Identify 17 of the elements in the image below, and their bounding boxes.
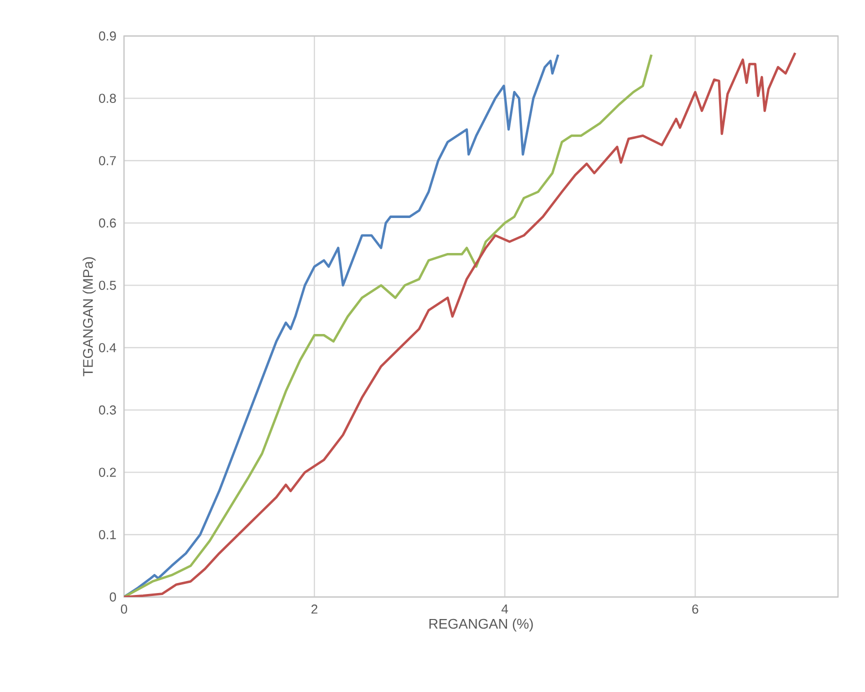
y-tick-label: 0 (110, 592, 116, 602)
y-tick-label: 0.6 (98, 218, 116, 228)
line-series (124, 53, 653, 597)
y-tick-label: 0.7 (98, 156, 116, 166)
y-tick-label: 0.4 (98, 343, 116, 352)
y-tick-label: 0.5 (98, 280, 116, 290)
y-tick-label: 0.8 (98, 94, 116, 103)
y-axis-title: TEGANGAN (MPa) (82, 257, 96, 376)
x-tick-label: 0 (120, 604, 128, 614)
y-tick-label: 0.9 (98, 31, 116, 41)
y-tick-label: 0.1 (98, 530, 116, 540)
x-tick-label: 2 (311, 604, 318, 614)
x-tick-label: 6 (692, 604, 698, 614)
y-tick-label: 0.2 (98, 468, 116, 477)
x-tick-label: 4 (502, 604, 508, 614)
x-axis-title: REGANGAN (%) (429, 618, 533, 632)
y-tick-label: 0.3 (98, 405, 116, 415)
